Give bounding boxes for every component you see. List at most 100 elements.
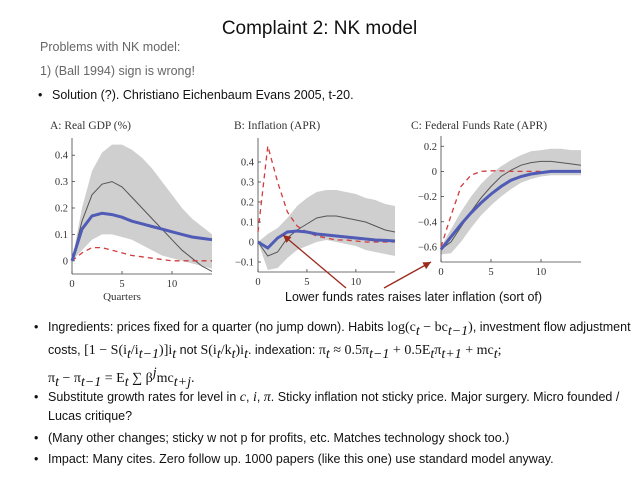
x-tick-label: 0: [69, 279, 74, 290]
y-tick-label: 0.4: [241, 158, 255, 169]
math-part: log(c: [387, 320, 416, 335]
series-line-data: [257, 215, 396, 257]
alt-cost-formula: S(it/kt)it: [200, 342, 247, 362]
ingredients-text-1: Ingredients: prices fixed for a quarter …: [48, 320, 388, 334]
y-tick-label: 0.3: [241, 178, 254, 189]
other-text: (Many other changes; sticky w not p for …: [48, 431, 510, 445]
bullet-substitute: • Substitute growth rates for level in c…: [34, 388, 633, 426]
panel-federal-funds-rate: C: Federal Funds Rate (APR) −0.6 −0.4 −0.2 0…: [411, 120, 582, 278]
math-part: + mc: [461, 342, 494, 358]
math-sub: t: [55, 375, 59, 391]
panel-title: C: Federal Funds Rate (APR): [411, 120, 547, 132]
math-part: ): [468, 320, 473, 335]
confidence-band: [441, 148, 581, 255]
series-line-model: [439, 169, 581, 251]
math-part: )]i: [159, 342, 173, 358]
x-tick-label: 0: [438, 267, 443, 278]
math-part: = E: [101, 371, 125, 387]
panel-title: A: Real GDP (%): [50, 120, 131, 132]
inflation-sum-formula: πt − πt−1 = Et ∑ βjmct+j.: [48, 366, 195, 390]
ingredients-text-3: not: [176, 342, 201, 357]
x-tick-label: 10: [351, 277, 362, 288]
y-tick-label: 0.1: [55, 230, 68, 241]
ingredients-text-4: . indexation:: [247, 342, 319, 357]
panel-inflation: B: Inflation (APR)−0.100.10.20.30.40 5 10: [234, 120, 396, 288]
bullet-dot: •: [34, 320, 39, 334]
caption-arrows: [282, 234, 432, 289]
math-sub: t−1: [447, 323, 469, 339]
math-sub: t−1: [369, 346, 390, 362]
slide-title: Complaint 2: NK model: [221, 18, 418, 39]
comma: ,: [256, 390, 264, 404]
y-tick-label: 0.1: [241, 218, 254, 229]
math-part: ≈ 0.5π: [329, 342, 370, 358]
y-tick-label: 0: [249, 238, 254, 249]
y-tick-label: 0.3: [55, 177, 68, 188]
x-tick-label: 10: [536, 267, 547, 278]
x-axis-label: Quarters: [103, 291, 141, 303]
math-part: S(i: [200, 342, 217, 358]
bullet-other-changes: • (Many other changes; sticky w not p fo…: [34, 429, 633, 448]
math-part: − π: [58, 371, 81, 387]
math-sup: j: [152, 365, 157, 381]
bullet-impact: • Impact: Many cites. Zero follow up. 10…: [34, 450, 633, 469]
x-tick-label: 10: [167, 279, 178, 290]
math-sub: t: [127, 346, 131, 362]
arrow-to-inflation: [282, 234, 347, 289]
series-line-dashed: [71, 246, 212, 262]
y-tick-label: −0.2: [418, 192, 437, 203]
math-part: + 0.5E: [389, 342, 431, 358]
bullet-dot: •: [34, 431, 39, 445]
math-sub: t: [124, 375, 129, 391]
y-tick-label: 0: [432, 167, 437, 178]
y-tick-label: 0.2: [424, 142, 437, 153]
substitute-text-2: . Sticky inflation not sticky price. Maj…: [48, 390, 620, 423]
problems-heading: Problems with NK model:: [40, 40, 181, 54]
y-tick-label: 0: [63, 256, 68, 267]
y-tick-label: −0.1: [235, 258, 254, 269]
x-tick-label: 5: [488, 267, 493, 278]
var-c: c: [239, 390, 246, 405]
series-line-model: [70, 211, 213, 262]
math-part: π: [434, 342, 442, 358]
confidence-band: [72, 144, 212, 269]
var-i: i: [252, 390, 257, 405]
problem-item-1: 1) (Ball 1994) sign is wrong!: [40, 64, 195, 78]
arrow-to-funds-rate: [383, 261, 432, 289]
math-part: [1 − S(i: [84, 342, 128, 358]
y-tick-label: 0.4: [55, 151, 69, 162]
chart-caption: Lower funds rates raises later inflation…: [285, 290, 543, 304]
indexation-formula: πt ≈ 0.5πt−1 + 0.5Etπt+1 + mct;: [318, 342, 502, 362]
math-part: /k: [220, 342, 232, 358]
y-tick-label: 0.2: [241, 198, 254, 209]
x-tick-label: 5: [119, 279, 124, 290]
math-sub: t+j: [173, 375, 191, 391]
x-tick-label: 5: [304, 277, 309, 288]
math-sub: t: [325, 346, 330, 362]
ingredients-text-2: , investment flow adjustment costs,: [48, 320, 631, 357]
math-part: /i: [130, 342, 139, 358]
math-sub: t: [172, 346, 177, 362]
math-sub: t: [493, 346, 498, 362]
bullet-dot: •: [34, 390, 39, 404]
substitute-text-1: Substitute growth rates for level in: [48, 390, 240, 404]
adjustment-cost-formula: [1 − S(it/it−1)]it: [84, 342, 176, 362]
bullet-dot: •: [38, 88, 43, 102]
bullet-dot: •: [34, 452, 39, 466]
math-sub: t−1: [138, 346, 160, 362]
var-pi: π: [263, 390, 271, 405]
confidence-band: [258, 190, 395, 270]
math-part: .: [190, 371, 195, 387]
math-part: − bc: [419, 320, 448, 335]
math-sub: t: [216, 346, 221, 362]
panel-real-gdp: A: Real GDP (%) 0 0.1 0.2 0.3 0.4 0 5 10 Quarters: [50, 120, 213, 303]
math-sub: t−1: [80, 375, 102, 391]
habit-formula: log(ct − bct−1): [387, 320, 473, 339]
math-part: ;: [497, 342, 502, 358]
impact-text: Impact: Many cites. Zero follow up. 1000…: [48, 452, 554, 466]
math-part: π: [318, 342, 326, 358]
y-tick-label: −0.6: [418, 242, 437, 253]
math-sub: t: [231, 346, 236, 362]
series-line-data: [71, 181, 213, 272]
